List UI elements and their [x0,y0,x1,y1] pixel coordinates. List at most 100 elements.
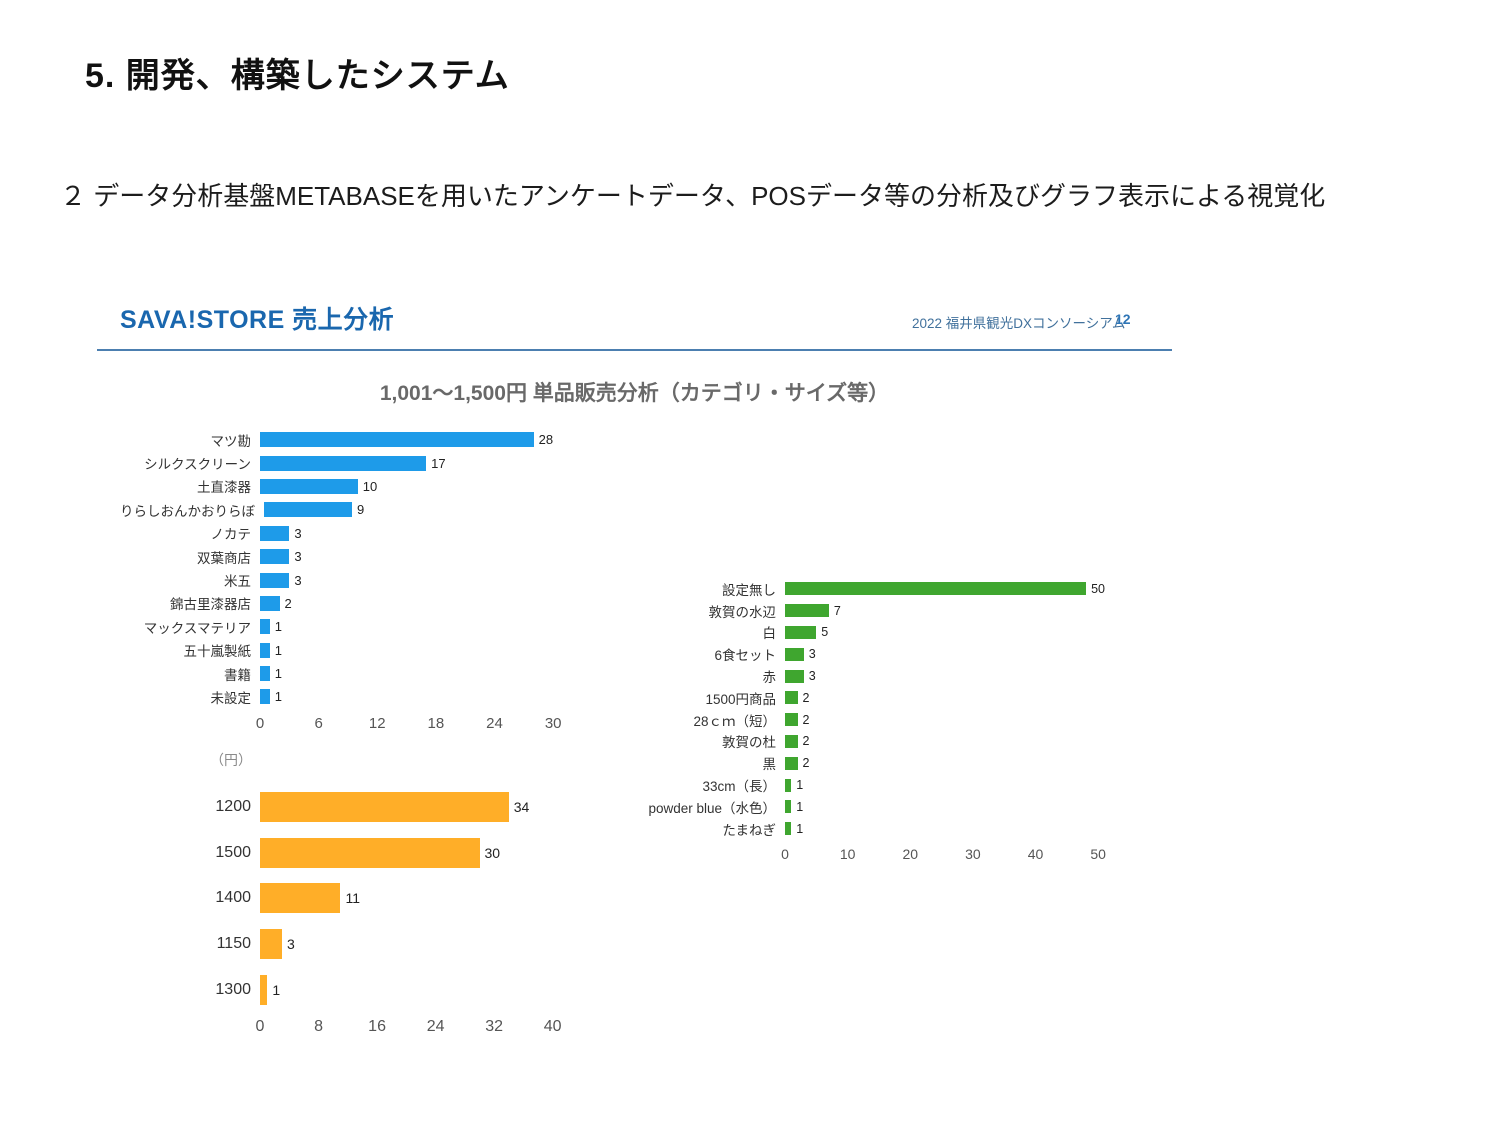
value-label: 34 [513,798,530,815]
category-label: powder blue（水色） [648,800,776,816]
bar-row: 錦古里漆器店 2 [120,592,564,615]
category-label: マツ勘 [210,433,252,449]
value-label: 1 [274,642,282,658]
category-label: 土直漆器 [197,480,251,496]
bar-row: 未設定 1 [120,685,564,708]
axis-unit-label: （円） [210,752,252,768]
bar-area: 50 [785,582,1105,596]
bar-area: 2 [785,734,1105,748]
value-label: 9 [356,502,365,518]
x-tick-label: 30 [544,714,562,732]
bar [260,525,290,541]
bar-row: 土直漆器 10 [120,475,564,498]
value-label: 1 [796,799,804,814]
section-subtitle: ２ データ分析基盤METABASEを用いたアンケートデータ、POSデータ等の分析… [60,181,1326,211]
x-tick-label: 24 [426,1018,445,1036]
value-label: 7 [833,603,841,618]
bar-chart-options: 設定無し 50 敦賀の水辺 7 白 5 6食セット 3 赤 3 1500円商品 2 28ｃｍ（短） 2 敦賀… [635,578,1105,868]
slide-meta-text: 2022 福井県観光DXコンソーシアム [912,316,1126,331]
bar [260,974,268,1005]
bar-area: 1 [260,689,560,705]
category-label: シルクスクリーン [144,457,251,473]
x-tick-label: 40 [1027,845,1044,862]
bar [260,791,509,822]
value-label: 3 [808,669,816,684]
bar-row: 敦賀の杜 2 [635,731,1105,753]
value-label: 10 [362,478,378,494]
category-label: マックスマテリア [143,620,251,636]
category-label: 敦賀の水辺 [708,604,777,620]
category-label: 書籍 [224,667,251,683]
category-label: 未設定 [210,690,252,706]
bar-row: 双葉商店 3 [120,545,564,568]
x-tick-label: 18 [427,714,445,732]
category-label: 五十嵐製紙 [183,644,252,660]
value-label: 2 [284,595,292,611]
bar [260,595,280,611]
category-label: 1200 [215,797,251,815]
slide-page-number: 12 [1115,311,1131,327]
value-label: 50 [1091,581,1105,596]
bar [785,669,804,683]
bar [785,604,829,618]
bar-area: 1 [785,822,1105,836]
bar [260,549,290,565]
x-tick-label: 20 [902,845,919,862]
bar-rows: 1200 34 1500 30 1400 11 1150 3 1300 1 [190,784,560,1012]
value-label: 1 [796,778,804,793]
bar [785,713,798,727]
category-label: 1500 [215,843,251,861]
bar-area: 30 [260,837,560,868]
category-label: 1300 [215,980,251,998]
bar [785,625,817,639]
category-label: 33cm（長） [702,779,776,795]
value-label: 3 [808,647,816,662]
page-title: 5. 開発、構築したシステム [85,57,510,95]
bar-row: 28ｃｍ（短） 2 [635,709,1105,731]
value-label: 3 [294,572,302,588]
bar [260,689,270,705]
value-label: 30 [484,844,501,861]
value-label: 1 [274,666,282,682]
value-label: 1 [272,981,281,998]
bar [785,778,792,792]
bar-row: 設定無し 50 [635,578,1105,600]
bar-area: 10 [260,478,560,494]
bar-chart-prices: （円） 1200 34 1500 30 1400 11 1150 3 1300 1 0 8 16 24 3… [190,750,562,1040]
category-label: 1400 [215,889,251,907]
bar-area: 3 [785,647,1105,661]
bar-row: シルクスクリーン 17 [120,451,564,474]
bar [260,572,290,588]
x-tick-label: 0 [781,845,789,862]
x-axis: 0 8 16 24 32 40 [256,1012,562,1040]
bar-row: 6食セット 3 [635,643,1105,665]
bar-area: 11 [260,883,560,914]
category-label: 米五 [224,574,251,590]
x-axis: 0 6 12 18 24 30 [256,709,562,737]
bar-row: 1400 11 [190,875,560,921]
bar-area: 2 [785,756,1105,770]
value-label: 2 [802,734,810,749]
bar-area: 3 [260,525,560,541]
dashboard-title: SAVA!STORE 売上分析 [120,306,395,334]
bar-row: ノカテ 3 [120,522,564,545]
bar-row: たまねぎ 1 [635,818,1105,840]
bar [260,478,358,494]
bar [785,691,798,705]
bar-area: 3 [260,928,560,959]
bar-row: 1200 34 [190,784,560,830]
x-tick-label: 10 [839,845,856,862]
category-label: 錦古里漆器店 [170,597,251,613]
category-label: ノカテ [210,527,252,543]
bar-area: 7 [785,604,1105,618]
bar-area: 17 [260,455,560,471]
bar-area: 1 [260,642,560,658]
bar-rows: 設定無し 50 敦賀の水辺 7 白 5 6食セット 3 赤 3 1500円商品 2 28ｃｍ（短） 2 敦賀… [635,578,1105,840]
bar-area: 2 [785,713,1105,727]
bar-area: 2 [785,691,1105,705]
bar-area: 1 [260,974,560,1005]
value-label: 1 [274,689,282,705]
